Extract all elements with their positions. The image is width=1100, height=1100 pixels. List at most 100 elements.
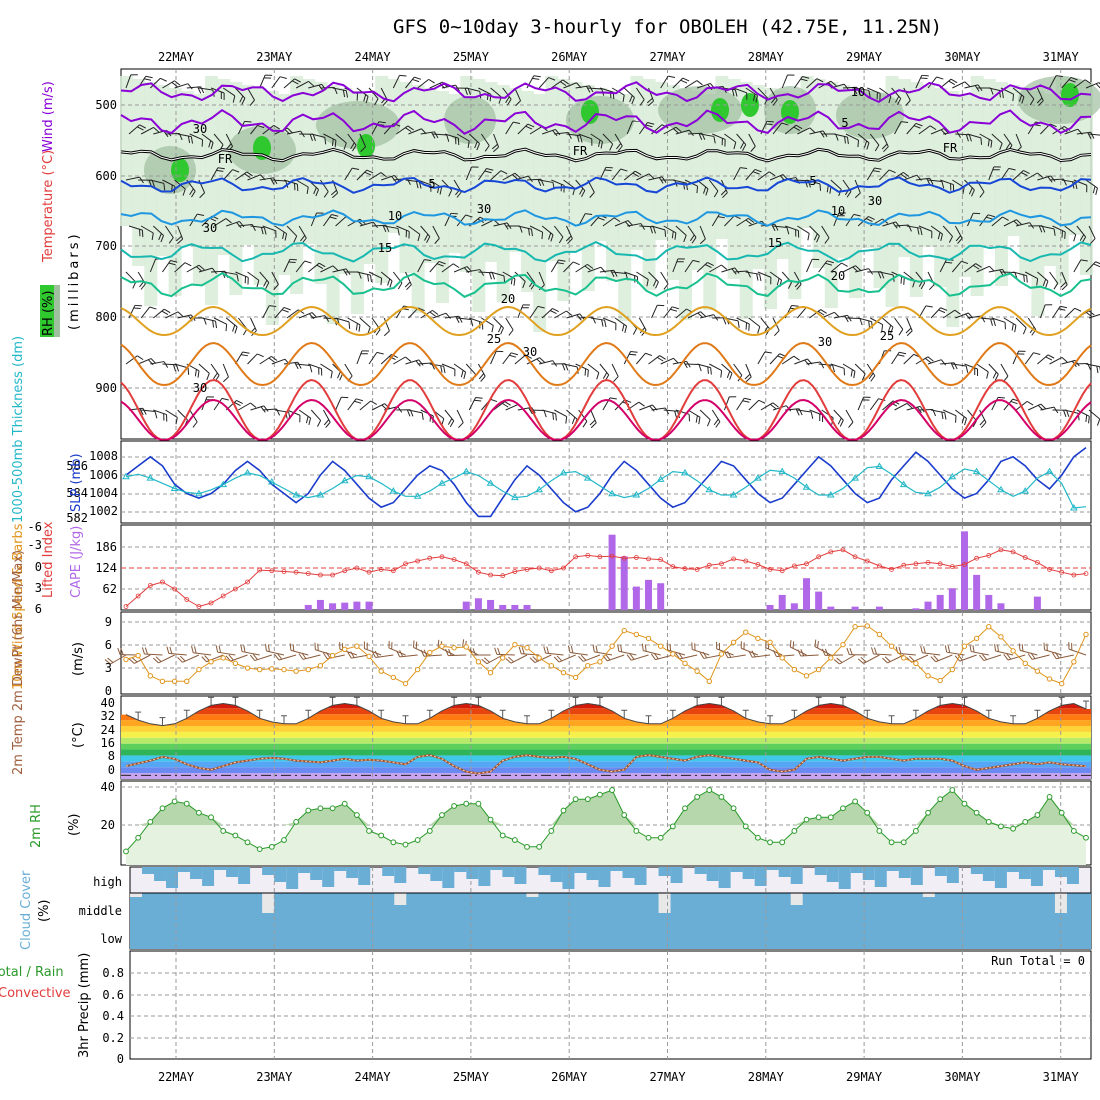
wind-barb-feather — [598, 139, 601, 147]
wind-barb-feather — [888, 169, 896, 174]
wind-barb-feather — [371, 651, 376, 658]
wind-barb — [700, 133, 715, 137]
wind-barb — [988, 363, 999, 375]
wind-barb-feather — [820, 309, 827, 314]
wind-barb — [429, 363, 444, 367]
wind-barb — [271, 179, 286, 182]
wind-barb-feather — [263, 280, 268, 287]
wind-barb-feather — [901, 121, 909, 124]
wind-barb-feather — [570, 645, 574, 654]
cloud-high-block — [754, 867, 767, 886]
wind-barb-feather — [740, 167, 748, 170]
wind-barb-feather — [172, 364, 177, 372]
wind-barb — [213, 218, 227, 227]
contour-t40 — [120, 398, 1092, 442]
thickness-point — [729, 491, 738, 498]
cloud-high-block — [598, 867, 611, 887]
wind-barb — [222, 363, 229, 378]
wind-barb — [1012, 170, 1024, 181]
wind-barb-feather — [826, 185, 829, 193]
wind-barb-feather — [698, 417, 701, 425]
wind-barb-feather — [695, 415, 698, 423]
wind-barb-feather — [841, 262, 848, 267]
wind-barb — [955, 409, 967, 419]
rh-shade — [1019, 88, 1033, 276]
wind-barb — [539, 179, 554, 183]
wind-barb-feather — [215, 645, 219, 653]
rh2m-point — [159, 805, 166, 812]
wind-barb — [587, 266, 602, 273]
side-labels: RH (%) Temperature (°C) Wind (m/s) (mill… — [0, 81, 123, 1058]
wind-barb-feather — [424, 259, 432, 262]
wind-barb-feather — [453, 263, 460, 269]
wind-barb — [323, 133, 337, 141]
rh2m-point — [597, 791, 603, 798]
wind-barb-feather — [733, 142, 737, 150]
wind-barb-feather — [257, 353, 264, 358]
rh2m-point — [852, 798, 859, 805]
lifted-index-point — [378, 567, 384, 572]
wind-barb — [211, 270, 226, 273]
wind-barb-feather — [1040, 403, 1047, 410]
lifted-index-point — [804, 561, 809, 567]
wind-barb — [502, 352, 512, 365]
wind-barb-feather — [325, 421, 331, 428]
wind10m-point — [572, 674, 579, 681]
wind-barb-feather — [134, 304, 142, 307]
wind-barb — [477, 168, 487, 181]
wind-barb — [298, 225, 307, 239]
lifted-index-point — [949, 564, 955, 569]
wind-barb-feather — [565, 416, 568, 424]
wind-barb-feather — [476, 143, 480, 151]
wind-barb — [198, 87, 213, 91]
wind10m-point — [597, 659, 603, 665]
wind-barb — [590, 133, 603, 143]
wind-barb — [675, 129, 690, 135]
wind-barb — [711, 409, 721, 423]
cape-bar — [960, 531, 968, 610]
wind-barb-feather — [213, 372, 218, 380]
wind-barb-feather — [415, 641, 418, 649]
wind-barb-feather — [772, 402, 779, 408]
wind-barb-feather — [456, 191, 462, 198]
wind-barb-feather — [776, 278, 780, 286]
cloud-high-block — [850, 867, 863, 873]
wind-barb — [271, 271, 279, 285]
wind-barb — [347, 133, 357, 146]
wind-barb-feather — [578, 655, 584, 662]
wind10m-point — [475, 659, 482, 665]
wind-barb-feather — [1008, 167, 1016, 171]
contour-wind-10 — [120, 81, 1092, 104]
cloud-high-block — [274, 867, 287, 882]
wind-barb — [505, 121, 514, 135]
wind-barb — [590, 317, 605, 321]
date-label-top: 26MAY — [551, 50, 588, 64]
wind-barb — [736, 217, 749, 227]
wind-barb-feather — [267, 644, 270, 652]
wind-barb-feather — [1038, 225, 1043, 233]
lifted-index-point — [573, 554, 579, 560]
wind-barb-feather — [700, 311, 706, 317]
wind-barb-feather — [576, 135, 580, 143]
wind-barb — [638, 317, 647, 331]
pressure-tick: 800 — [95, 310, 117, 324]
date-label-bottom: 25MAY — [453, 1070, 490, 1084]
wind-barb-feather — [462, 639, 465, 647]
rh2m-point — [341, 800, 348, 807]
wind-barb-feather — [648, 173, 655, 180]
wind-barb — [368, 352, 378, 365]
wind-barb — [599, 363, 610, 376]
wind-barb — [809, 130, 824, 135]
rh-shade — [1007, 85, 1021, 236]
wind-barb-feather — [199, 192, 205, 199]
wind-barb-feather — [1021, 96, 1025, 104]
cloud-high-block — [826, 867, 839, 882]
wind-barb-feather — [263, 405, 269, 412]
wind-barb-feather — [705, 188, 709, 196]
wind-barb-feather — [486, 168, 494, 171]
wind-barb — [687, 132, 702, 135]
wind-barb-feather — [721, 264, 728, 270]
rh2m-point — [171, 798, 178, 805]
wind-barb-feather — [997, 644, 999, 652]
wind-barb-feather — [515, 100, 521, 107]
